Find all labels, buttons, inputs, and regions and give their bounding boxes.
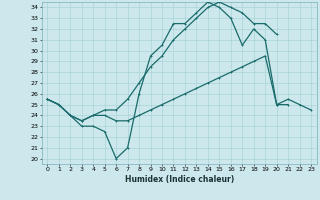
X-axis label: Humidex (Indice chaleur): Humidex (Indice chaleur) <box>124 175 234 184</box>
